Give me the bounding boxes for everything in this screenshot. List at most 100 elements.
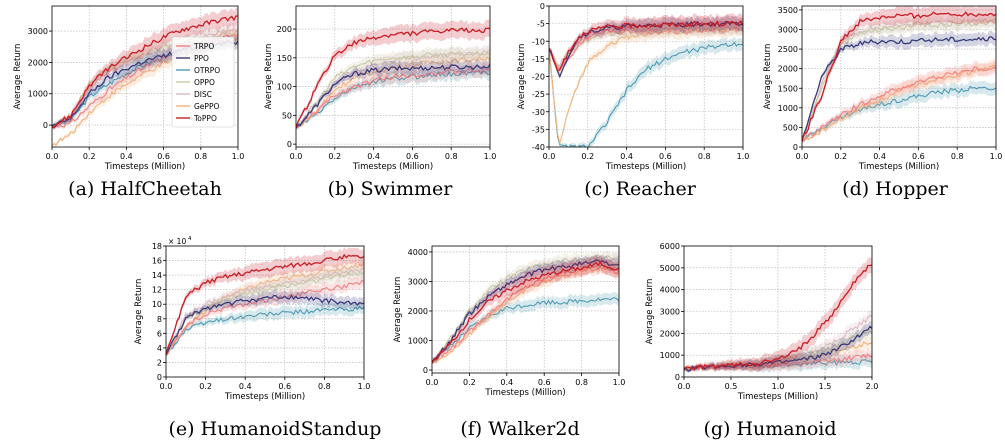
axes-frame <box>295 5 491 148</box>
y-tick-label: 50 <box>282 111 292 120</box>
y-axis-label: Average Return <box>393 277 403 343</box>
series-line-toppo <box>549 20 743 72</box>
x-axis-label: Timesteps (Million) <box>484 388 565 398</box>
panel-swimmer: 0.0 0.2 0.4 0.6 0.8 1.0 0 50 100 150 200 Timesteps … <box>264 5 496 172</box>
x-tick-label: 0.2 <box>199 382 212 391</box>
y-tick-label: -25 <box>532 90 545 99</box>
y-tick-label: 100 <box>277 83 292 92</box>
legend-label-oppo: OPPO <box>194 78 215 87</box>
series-line-ppo <box>432 259 619 364</box>
x-tick-label: 0.6 <box>406 152 419 161</box>
x-tick-label: 0.2 <box>463 378 476 387</box>
y-tick-label: 0 <box>287 140 292 149</box>
x-tick-label: 0.2 <box>581 152 594 161</box>
plot-area <box>684 257 872 373</box>
legend: TRPO PPO OTRPO OPPO DISC GePPO ToPPO <box>171 36 235 128</box>
band-toppo <box>296 19 490 131</box>
band-oppo <box>684 325 872 373</box>
caption-hopper: (d) Hopper <box>842 178 948 200</box>
y-tick-label: 2000 <box>778 65 798 74</box>
legend-label-disc: DISC <box>194 90 212 99</box>
x-tick-label: 0.0 <box>426 378 439 387</box>
x-tick-label: 1.0 <box>737 152 750 161</box>
series-line-disc <box>549 24 743 67</box>
y-tick-label: 0 <box>540 2 545 11</box>
legend-label-otrpo: OTRPO <box>194 66 220 75</box>
caption-reacher: (c) Reacher <box>584 178 696 200</box>
band-trpo <box>166 274 364 357</box>
x-axis-label: Timesteps (Million) <box>605 162 686 172</box>
x-tick-label: 0.6 <box>278 382 291 391</box>
series-line-toppo <box>296 27 490 129</box>
series-line-otrpo <box>549 41 743 147</box>
panel-reacher: 0.0 0.2 0.4 0.6 0.8 1.0 -40 -35 -30 -25 -20 -15 -10 -… <box>517 2 749 172</box>
x-tick-label: 0.4 <box>500 378 513 387</box>
series-line-geppo <box>296 55 490 129</box>
y-tick-label: 1000 <box>660 351 680 360</box>
y-axis-label: Average Return <box>645 279 655 345</box>
band-otrpo <box>166 300 364 357</box>
x-tick-label: 0.0 <box>290 152 303 161</box>
y-tick-label: 500 <box>783 123 798 132</box>
y-tick-label: -10 <box>532 37 545 46</box>
y-tick-label: -5 <box>537 20 545 29</box>
y-tick-label: 0 <box>43 121 48 130</box>
y-tick-label: 2 <box>157 358 162 367</box>
panel-halfcheetah: 0.0 0.2 0.4 0.6 0.8 1.0 0 1000 2000 3000 Timesteps… <box>13 5 244 172</box>
band-ppo <box>802 30 996 143</box>
axes-frame <box>431 245 620 374</box>
x-tick-label: 0.0 <box>678 382 691 391</box>
band-geppo <box>549 21 743 145</box>
y-axis-label: Average Return <box>264 44 274 110</box>
y-tick-label: 18 <box>152 242 162 251</box>
series-line-oppo <box>296 50 490 129</box>
y-tick-label: 6000 <box>660 242 680 251</box>
y-tick-label: 0 <box>793 143 798 152</box>
x-tick-label: 0.0 <box>796 152 809 161</box>
series-line-trpo <box>432 264 619 364</box>
legend-label-ppo: PPO <box>194 54 209 63</box>
y-tick-label: 4000 <box>660 286 680 295</box>
x-tick-label: 1.5 <box>819 382 832 391</box>
x-tick-label: 0.0 <box>160 382 173 391</box>
y-tick-label: 3000 <box>660 308 680 317</box>
band-oppo <box>296 44 490 130</box>
y-tick-label: -20 <box>532 73 545 82</box>
panel-humanoid: 0.0 0.5 1.0 1.5 2.0 0 1000 2000 3000 4000 5000 6000… <box>645 242 878 402</box>
series-line-otrpo <box>432 297 619 364</box>
x-tick-label: 0.5 <box>725 382 738 391</box>
band-otrpo <box>802 80 996 143</box>
x-tick-label: 1.0 <box>613 378 626 387</box>
y-tick-label: 12 <box>152 286 162 295</box>
legend-label-trpo: TRPO <box>193 42 214 51</box>
legend-label-toppo: ToPPO <box>193 114 217 123</box>
series-line-disc <box>802 17 996 142</box>
x-tick-label: 1.0 <box>990 152 1003 161</box>
y-tick-label: 0 <box>157 373 162 382</box>
plot-area <box>296 19 490 131</box>
band-otrpo <box>549 36 743 147</box>
y-tick-label: -35 <box>532 125 545 134</box>
x-axis-label: Timesteps (Million) <box>737 392 818 402</box>
band-toppo <box>166 247 364 358</box>
y-tick-label: 2500 <box>778 45 798 54</box>
plot-area <box>802 6 996 144</box>
x-tick-label: 2.0 <box>866 382 879 391</box>
y-tick-label: 4000 <box>408 248 428 257</box>
plot-area <box>166 247 364 358</box>
y-axis-label: Average Return <box>517 44 527 110</box>
y-tick-label: 150 <box>277 54 292 63</box>
y-tick-label: 8 <box>157 315 162 324</box>
y-tick-label: 1000 <box>408 337 428 346</box>
panel-hopper: 0.0 0.2 0.4 0.6 0.8 1.0 0 500 1000 1500 2000 2500 30… <box>763 5 1003 172</box>
y-tick-label: 3000 <box>778 26 798 35</box>
series-line-ppo <box>296 63 490 129</box>
band-ppo <box>684 320 872 373</box>
x-tick-label: 1.0 <box>772 382 785 391</box>
series-line-ppo <box>166 294 364 356</box>
y-tick-label: 1000 <box>778 104 798 113</box>
y-axis-label: Average Return <box>763 44 773 110</box>
band-toppo <box>432 254 619 365</box>
series-line-toppo <box>684 264 872 371</box>
